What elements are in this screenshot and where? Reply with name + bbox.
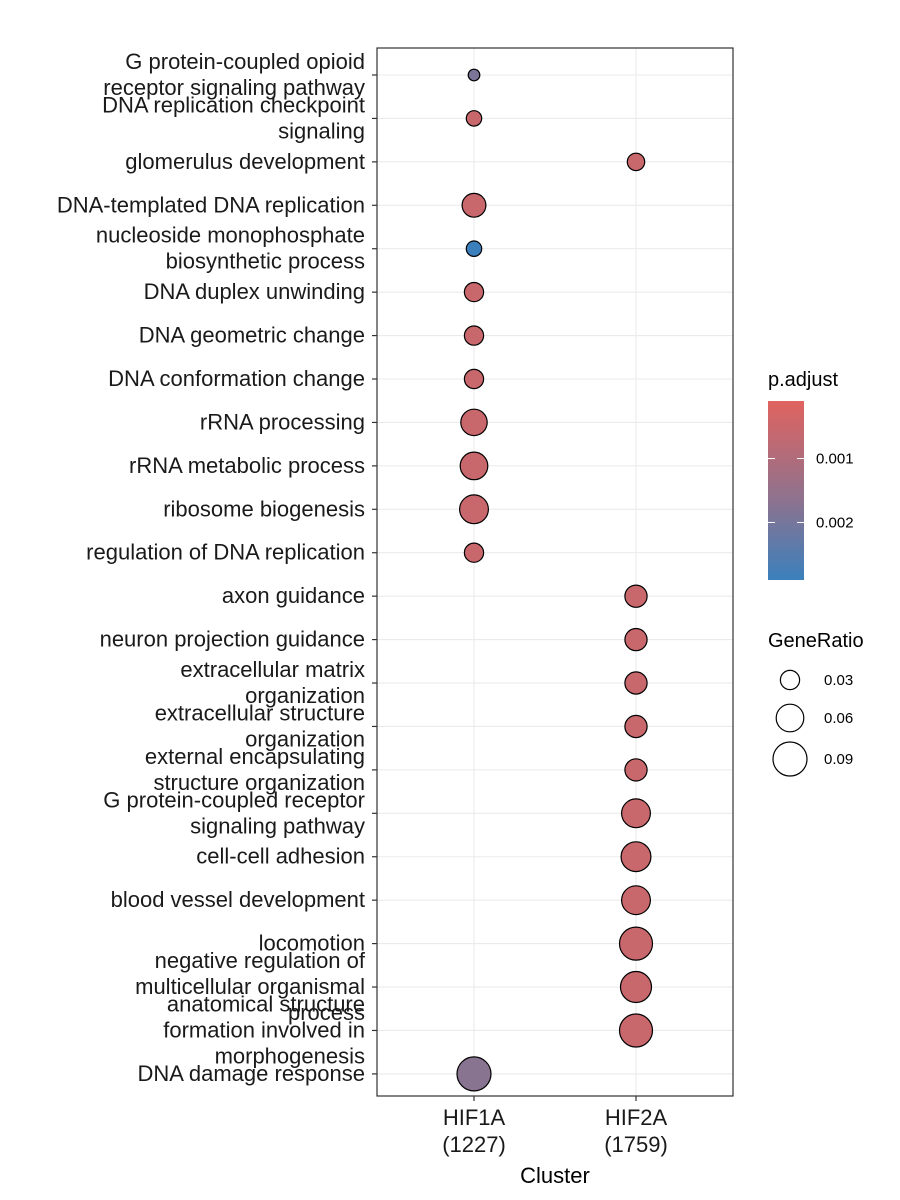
y-tick-label: signaling	[278, 118, 365, 143]
x-tick-label: HIF2A	[605, 1105, 668, 1130]
data-point	[459, 494, 490, 525]
data-point	[459, 451, 489, 481]
y-tick-label: DNA duplex unwinding	[144, 279, 365, 304]
y-tick-label: ribosome biogenesis	[163, 496, 365, 521]
y-tick-label: cell-cell adhesion	[196, 844, 365, 869]
plot-panel	[376, 47, 734, 1097]
y-tick-label: blood vessel development	[111, 887, 365, 912]
y-tick-label: regulation of DNA replication	[86, 540, 365, 565]
x-axis: HIF1A(1227) HIF2A(1759)	[442, 1096, 668, 1157]
data-point	[620, 798, 651, 829]
y-tick-label: signaling pathway	[190, 813, 365, 838]
data-point	[465, 240, 483, 257]
size-legend-title: GeneRatio	[768, 630, 864, 652]
y-tick-label: receptor signaling pathway	[103, 75, 365, 100]
y-tick-label: formation involved in	[163, 1018, 365, 1043]
color-legend-title: p.adjust	[768, 369, 838, 391]
data-point	[618, 926, 654, 961]
y-tick-label: G protein-coupled receptor	[103, 787, 365, 812]
data-point	[465, 110, 483, 127]
color-legend: p.adjust 0.001 0.002	[768, 369, 854, 580]
y-tick-label: DNA damage response	[138, 1061, 365, 1086]
x-axis-title: Cluster	[520, 1163, 590, 1188]
size-legend-label: 0.09	[824, 751, 853, 768]
data-point	[626, 152, 646, 172]
size-legend-label: 0.06	[824, 710, 853, 727]
y-tick-label: biosynthetic process	[166, 249, 365, 274]
x-tick-count: (1227)	[442, 1132, 506, 1157]
data-point	[624, 671, 648, 695]
y-tick-label: DNA replication checkpoint	[102, 92, 365, 117]
y-tick-label: extracellular matrix	[180, 657, 365, 682]
y-tick-label: rRNA processing	[200, 409, 365, 434]
points	[456, 68, 654, 1092]
data-point	[618, 1013, 654, 1048]
data-point	[619, 970, 653, 1004]
data-point	[461, 192, 487, 218]
y-tick-label: rRNA metabolic process	[129, 453, 365, 478]
y-tick-label: neuron projection guidance	[100, 627, 365, 652]
data-point	[463, 325, 485, 346]
y-tick-label: DNA geometric change	[139, 323, 365, 348]
data-point	[463, 368, 485, 390]
data-point	[624, 627, 648, 652]
y-tick-label: organization	[245, 727, 365, 752]
gridlines	[377, 48, 733, 1096]
y-tick-label: axon guidance	[222, 583, 365, 608]
data-point	[460, 408, 488, 437]
colorbar	[768, 401, 804, 580]
colorbar-tick-label: 0.002	[816, 514, 854, 531]
size-legend-key	[772, 741, 808, 777]
size-legend-key	[775, 703, 805, 733]
y-tick-label: process	[288, 1000, 365, 1025]
y-tick-label: DNA-templated DNA replication	[57, 192, 365, 217]
y-tick-label: locomotion	[259, 931, 365, 956]
x-tick-count: (1759)	[604, 1132, 668, 1157]
data-point	[463, 542, 485, 563]
y-tick-label: extracellular structure	[155, 701, 365, 726]
size-legend-key	[779, 669, 801, 691]
colorbar-tick-label: 0.001	[816, 451, 854, 468]
y-tick-label: anatomical structure	[167, 992, 365, 1017]
y-tick-label: DNA conformation change	[108, 366, 365, 391]
data-point	[456, 1056, 492, 1092]
y-tick-label: organization	[245, 683, 365, 708]
data-point	[624, 758, 648, 782]
data-point	[624, 584, 648, 608]
y-tick-label: multicellular organismal	[135, 974, 365, 999]
y-tick-label: nucleoside monophosphate	[96, 223, 365, 248]
data-point	[620, 885, 651, 916]
data-point	[463, 281, 485, 303]
data-point	[624, 714, 648, 739]
y-tick-label: structure organization	[153, 770, 365, 795]
y-tick-label: external encapsulating	[145, 744, 365, 769]
y-tick-label: glomerulus development	[125, 149, 365, 174]
y-tick-label: negative regulation of	[155, 948, 366, 973]
size-legend: GeneRatio 0.03 0.06 0.09	[768, 630, 864, 777]
y-tick-label: G protein-coupled opioid	[125, 49, 365, 74]
x-tick-label: HIF1A	[443, 1105, 506, 1130]
data-point	[467, 68, 481, 82]
y-tick-label: morphogenesis	[215, 1044, 365, 1069]
size-legend-label: 0.03	[824, 672, 853, 689]
data-point	[620, 841, 652, 873]
